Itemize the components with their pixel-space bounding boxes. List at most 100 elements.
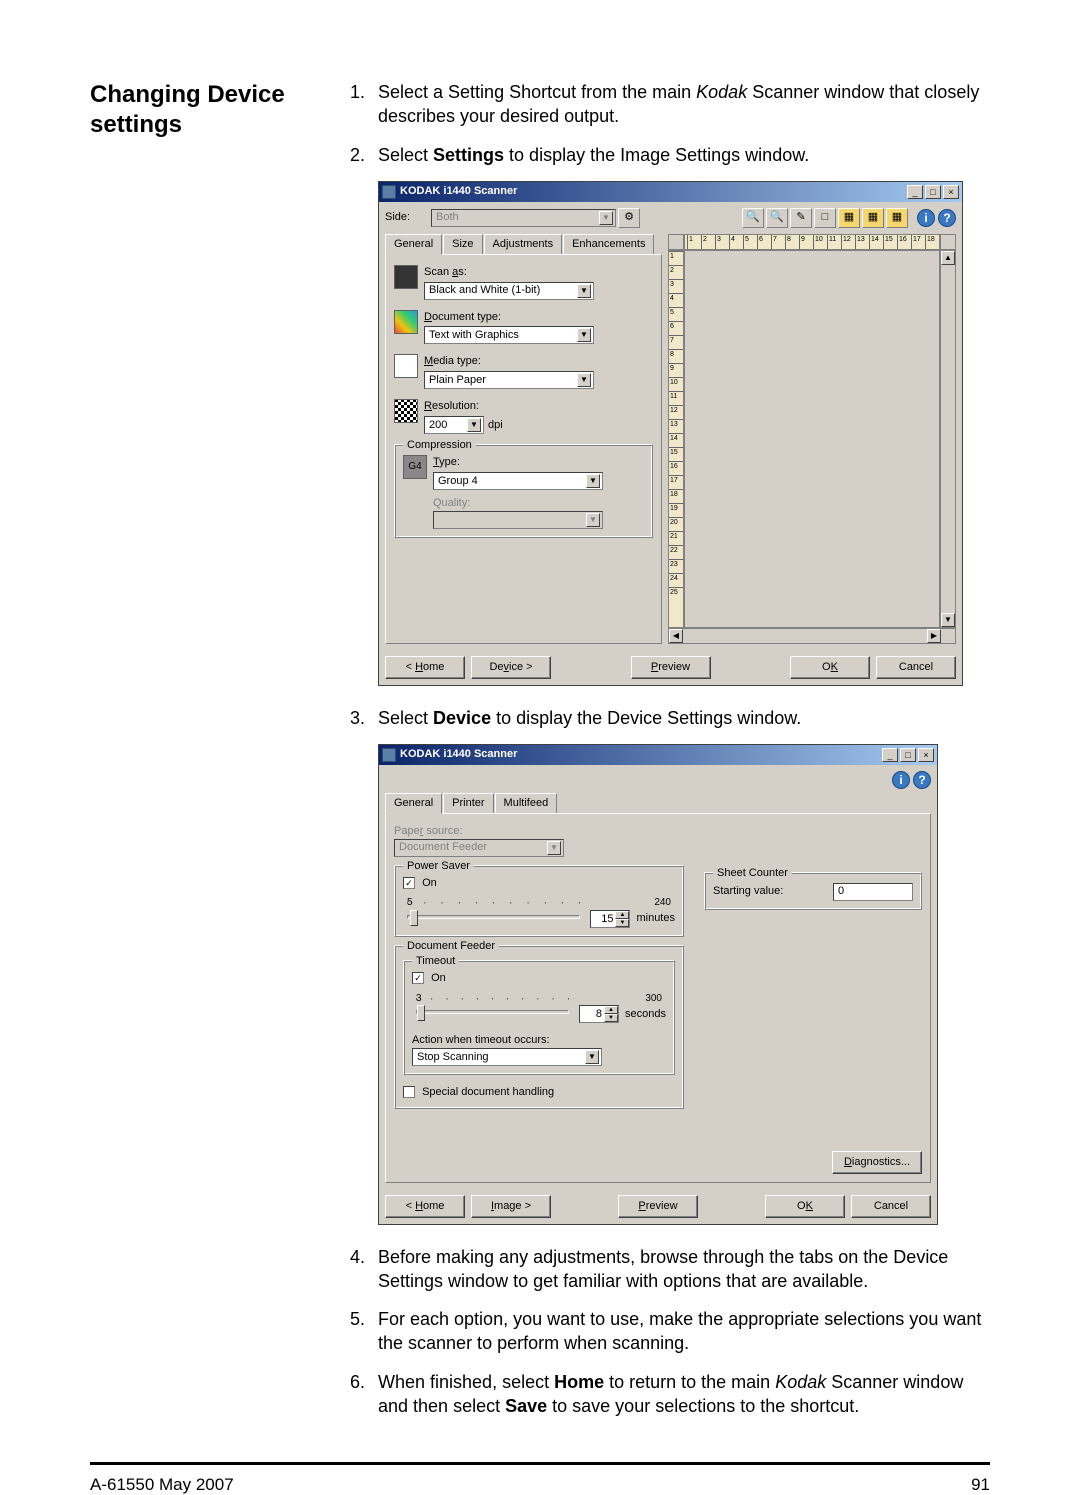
- timeout-slider[interactable]: [416, 1010, 569, 1014]
- help-icon[interactable]: ?: [913, 771, 931, 789]
- zoom-in-icon[interactable]: 🔍: [742, 208, 764, 228]
- scan-as-value: Black and White (1-bit): [429, 283, 540, 298]
- device-button[interactable]: Device >: [471, 656, 551, 679]
- preview-button[interactable]: Preview: [618, 1195, 698, 1218]
- slider-thumb[interactable]: [417, 1005, 425, 1021]
- power-saver-checkbox[interactable]: ✓: [403, 877, 415, 889]
- paper-source-value: Document Feeder: [399, 840, 487, 855]
- right-settings: Sheet Counter Starting value: 0: [704, 824, 922, 1109]
- tab-multifeed[interactable]: Multifeed: [495, 793, 558, 813]
- spin-down-icon[interactable]: ▼: [615, 919, 629, 927]
- power-saver-slider[interactable]: [407, 915, 580, 919]
- close-button[interactable]: ×: [943, 185, 959, 199]
- minimize-button[interactable]: _: [882, 748, 898, 762]
- timeout-checkbox[interactable]: ✓: [412, 972, 424, 984]
- tool-icon[interactable]: □: [814, 208, 836, 228]
- dropdown-arrow-icon: ▼: [586, 474, 600, 488]
- tab-size[interactable]: Size: [443, 234, 482, 254]
- scrollbar-horizontal[interactable]: ◀ ▶: [668, 628, 956, 644]
- action-combo[interactable]: Stop Scanning ▼: [412, 1048, 602, 1066]
- doc-type-field: Document type: Text with Graphics ▼: [394, 310, 653, 345]
- ruler-horizontal: 123456789101112131415161718: [684, 234, 940, 250]
- power-saver-spin[interactable]: ▲▼: [590, 910, 630, 928]
- resolution-unit: dpi: [488, 418, 503, 433]
- scroll-left-icon[interactable]: ◀: [669, 629, 683, 643]
- image-button[interactable]: Image >: [471, 1195, 551, 1218]
- resolution-combo[interactable]: 200 ▼: [424, 416, 484, 434]
- compression-type-combo[interactable]: Group 4 ▼: [433, 472, 603, 490]
- settings-panel: General Size Adjustments Enhancements Sc…: [385, 234, 662, 644]
- close-button[interactable]: ×: [918, 748, 934, 762]
- power-saver-value[interactable]: [591, 913, 615, 925]
- media-type-value: Plain Paper: [429, 373, 486, 388]
- paper-source-combo: Document Feeder ▼: [394, 839, 564, 857]
- tool-icon[interactable]: ▦: [886, 208, 908, 228]
- timeout-value[interactable]: [580, 1008, 604, 1020]
- ok-button[interactable]: OK: [790, 656, 870, 679]
- scroll-up-icon[interactable]: ▲: [941, 251, 955, 265]
- tab-general[interactable]: General: [385, 234, 442, 255]
- zoom-out-icon[interactable]: 🔍: [766, 208, 788, 228]
- tool-icon[interactable]: ▦: [862, 208, 884, 228]
- media-type-combo[interactable]: Plain Paper ▼: [424, 371, 594, 389]
- bold: Home: [554, 1372, 604, 1392]
- timeout-title: Timeout: [412, 954, 459, 969]
- ruler-corner: [668, 234, 684, 250]
- step-5: 5. For each option, you want to use, mak…: [350, 1307, 990, 1356]
- general-panel: Paper source: Document Feeder ▼ Power Sa…: [385, 813, 931, 1183]
- step-text: Before making any adjustments, browse th…: [378, 1245, 990, 1294]
- left-settings: Paper source: Document Feeder ▼ Power Sa…: [394, 824, 684, 1109]
- side-combo[interactable]: Both ▼: [431, 209, 616, 227]
- info-icon[interactable]: i: [892, 771, 910, 789]
- spin-down-icon[interactable]: ▼: [604, 1014, 618, 1022]
- info-icon[interactable]: i: [917, 209, 935, 227]
- settings-icon-button[interactable]: ⚙: [618, 208, 640, 228]
- tool-icon[interactable]: ▦: [838, 208, 860, 228]
- timeout-spin[interactable]: ▲▼: [579, 1005, 619, 1023]
- doc-type-icon: [394, 310, 418, 334]
- preview-canvas[interactable]: [684, 250, 940, 628]
- slider-thumb[interactable]: [410, 910, 418, 926]
- media-type-field: Media type: Plain Paper ▼: [394, 354, 653, 389]
- resolution-value: 200: [429, 418, 447, 433]
- scan-as-combo[interactable]: Black and White (1-bit) ▼: [424, 282, 594, 300]
- maximize-button[interactable]: □: [900, 748, 916, 762]
- help-icon[interactable]: ?: [938, 209, 956, 227]
- tab-general[interactable]: General: [385, 793, 442, 814]
- scrollbar-vertical[interactable]: ▲ ▼: [940, 250, 956, 628]
- home-button[interactable]: < Home: [385, 656, 465, 679]
- dropdown-arrow-icon: ▼: [577, 284, 591, 298]
- cancel-button[interactable]: Cancel: [851, 1195, 931, 1218]
- spin-up-icon[interactable]: ▲: [604, 1006, 618, 1014]
- scroll-right-icon[interactable]: ▶: [927, 629, 941, 643]
- ok-button[interactable]: OK: [765, 1195, 845, 1218]
- step-2: 2. Select Settings to display the Image …: [350, 143, 990, 167]
- scroll-down-icon[interactable]: ▼: [941, 613, 955, 627]
- preview-button[interactable]: Preview: [631, 656, 711, 679]
- spin-up-icon[interactable]: ▲: [615, 911, 629, 919]
- doc-feeder-group: Document Feeder Timeout ✓ On 3: [394, 945, 684, 1109]
- tab-adjustments[interactable]: Adjustments: [484, 234, 563, 254]
- step-num: 1.: [350, 80, 378, 129]
- step-1: 1. Select a Setting Shortcut from the ma…: [350, 80, 990, 129]
- cancel-button[interactable]: Cancel: [876, 656, 956, 679]
- tab-enhancements[interactable]: Enhancements: [563, 234, 654, 254]
- diagnostics-button[interactable]: Diagnostics...: [832, 1151, 922, 1174]
- step-4: 4. Before making any adjustments, browse…: [350, 1245, 990, 1294]
- tab-printer[interactable]: Printer: [443, 793, 493, 813]
- side-row: Side: Both ▼ ⚙ 🔍 🔍 ✎ □ ▦ ▦ ▦: [385, 208, 956, 228]
- special-checkbox[interactable]: [403, 1086, 415, 1098]
- timeout-on: ✓ On: [412, 971, 666, 986]
- window-body: i ? General Printer Multifeed Paper sour…: [379, 765, 937, 1189]
- tool-icon[interactable]: ✎: [790, 208, 812, 228]
- minimize-button[interactable]: _: [907, 185, 923, 199]
- home-button[interactable]: < Home: [385, 1195, 465, 1218]
- unit: seconds: [625, 1007, 666, 1022]
- max: 300: [645, 992, 662, 1006]
- starting-value: 0: [838, 884, 844, 899]
- txt: to save your selections to the shortcut.: [547, 1396, 859, 1416]
- doc-type-combo[interactable]: Text with Graphics ▼: [424, 326, 594, 344]
- scan-as-label: Scan as:: [424, 265, 653, 280]
- maximize-button[interactable]: □: [925, 185, 941, 199]
- starting-value-input[interactable]: 0: [833, 883, 913, 901]
